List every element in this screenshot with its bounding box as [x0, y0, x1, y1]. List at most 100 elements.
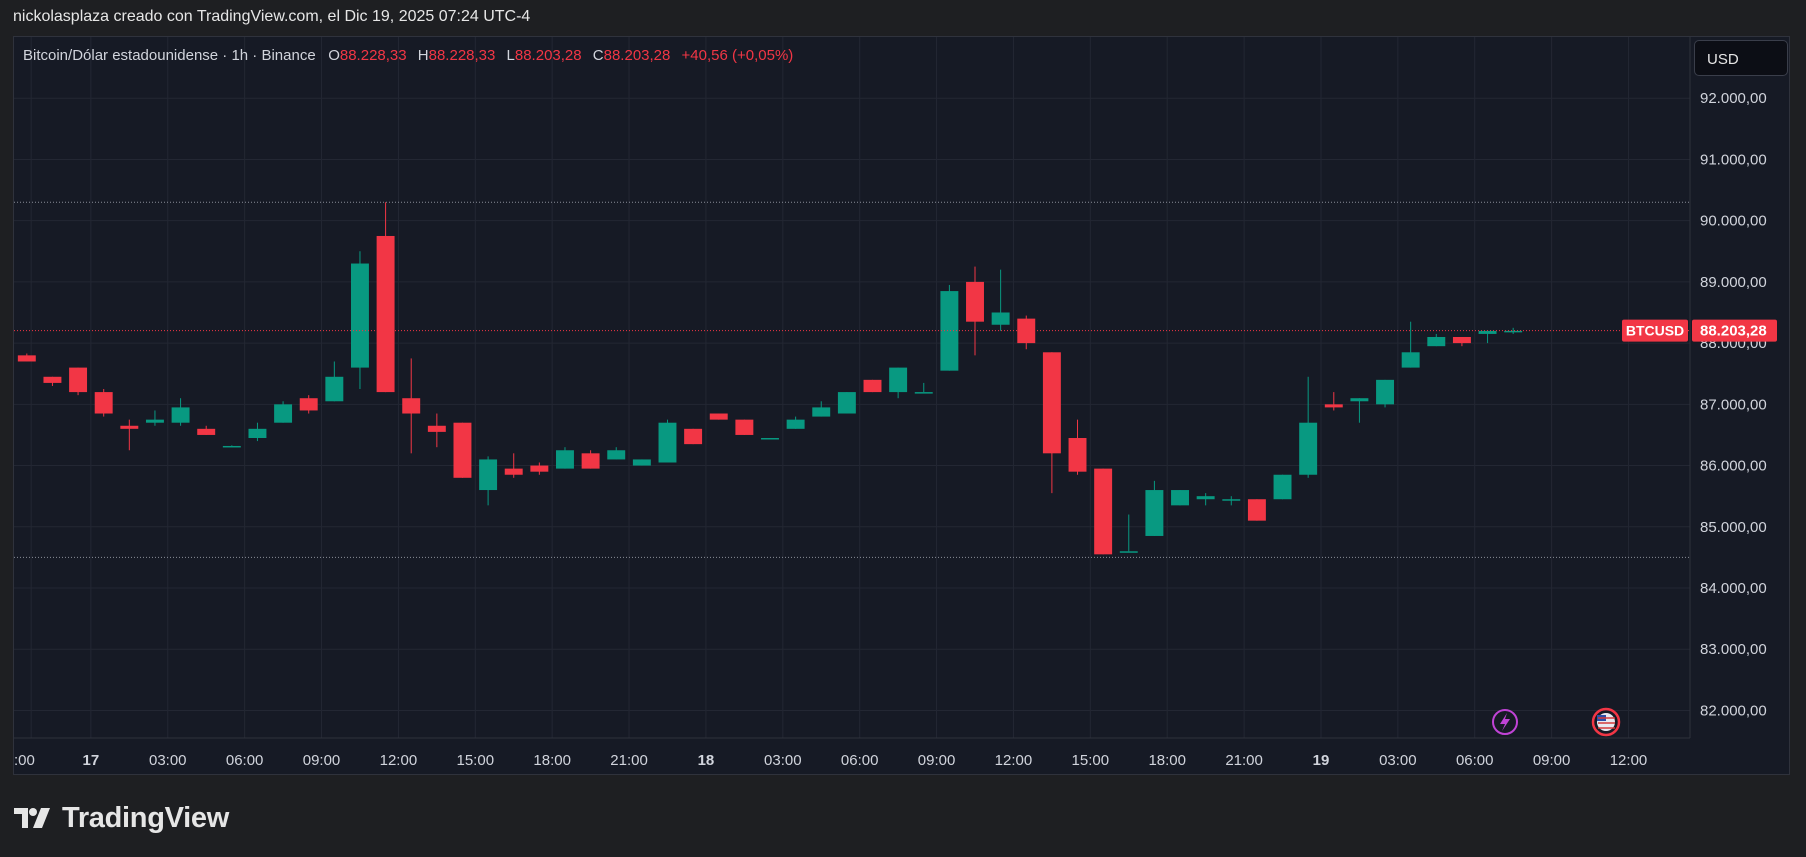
candle-body[interactable]: [556, 450, 574, 469]
candle-body[interactable]: [581, 453, 600, 469]
us-flag-event-icon[interactable]: [1591, 707, 1621, 737]
open-label: O: [328, 47, 340, 64]
candle-body[interactable]: [248, 428, 267, 439]
x-tick-label: 03:00: [149, 752, 187, 769]
x-tick-label: 19: [1313, 752, 1330, 769]
candle-body[interactable]: [197, 428, 216, 435]
candle-body[interactable]: [402, 398, 421, 414]
candle-body[interactable]: [69, 367, 88, 393]
x-tick-label: 09:00: [918, 752, 956, 769]
y-tick-label: 90.000,00: [1700, 213, 1767, 230]
symbol-description[interactable]: Bitcoin/Dólar estadounidense · 1h · Bina…: [23, 47, 316, 64]
tradingview-logo[interactable]: TradingView: [14, 800, 229, 836]
candle-body[interactable]: [1376, 379, 1395, 405]
candle-body[interactable]: [427, 425, 446, 432]
x-tick-label: 09:00: [1533, 752, 1571, 769]
candle-body[interactable]: [914, 392, 933, 394]
y-tick-label: 92.000,00: [1700, 90, 1767, 107]
candle-body[interactable]: [1324, 404, 1343, 408]
low-label: L: [506, 47, 515, 64]
symbol-tag: [1622, 319, 1688, 342]
candle-body[interactable]: [837, 392, 856, 414]
candle-body[interactable]: [863, 379, 882, 393]
candle-body[interactable]: [171, 407, 190, 423]
candle-body[interactable]: [684, 428, 703, 445]
x-tick-label: :00: [14, 752, 35, 769]
candle-body[interactable]: [1478, 330, 1497, 334]
candle-body[interactable]: [479, 459, 498, 491]
candle-body[interactable]: [1171, 490, 1189, 506]
candle-body[interactable]: [966, 281, 984, 322]
candle-body[interactable]: [632, 459, 651, 466]
x-tick-label: 15:00: [1072, 752, 1110, 769]
candle-body[interactable]: [530, 465, 549, 472]
close-value: 88.203,28: [603, 47, 671, 64]
x-tick-label: 18:00: [533, 752, 571, 769]
candle-body[interactable]: [1452, 336, 1471, 344]
candle-body[interactable]: [761, 438, 779, 440]
candle-body[interactable]: [1119, 551, 1138, 553]
candle-body[interactable]: [274, 404, 293, 423]
candle-body[interactable]: [350, 263, 369, 368]
ohlc-legend: Bitcoin/Dólar estadounidense · 1h · Bina…: [23, 47, 800, 64]
x-tick-label: 21:00: [610, 752, 648, 769]
y-tick-label: 84.000,00: [1700, 580, 1767, 597]
candle-body[interactable]: [325, 376, 344, 402]
y-tick-label: 87.000,00: [1700, 396, 1767, 413]
y-tick-label: 83.000,00: [1700, 641, 1767, 658]
candle-body[interactable]: [1401, 352, 1420, 368]
candle-body[interactable]: [786, 419, 805, 429]
candle-body[interactable]: [1017, 318, 1036, 344]
high-value: 88.228,33: [428, 47, 496, 64]
candle-body[interactable]: [1068, 438, 1087, 472]
candle-body[interactable]: [940, 291, 959, 371]
candle-body[interactable]: [1273, 474, 1292, 500]
candle-body[interactable]: [453, 422, 472, 478]
x-tick-label: 09:00: [303, 752, 341, 769]
y-tick-label: 82.000,00: [1700, 702, 1767, 719]
candle-body[interactable]: [299, 398, 318, 411]
y-tick-label: 91.000,00: [1700, 151, 1767, 168]
candle-body[interactable]: [17, 355, 36, 362]
candle-body[interactable]: [1247, 499, 1266, 521]
last-price-label: 88.203,28: [1700, 323, 1767, 340]
x-tick-label: 03:00: [1379, 752, 1417, 769]
candle-body[interactable]: [991, 312, 1010, 325]
candle-body[interactable]: [376, 235, 395, 393]
candle-body[interactable]: [709, 413, 728, 420]
candle-body[interactable]: [658, 422, 677, 463]
candle-body[interactable]: [43, 376, 62, 383]
candle-body[interactable]: [120, 425, 139, 429]
candle-body[interactable]: [735, 419, 754, 435]
candle-body[interactable]: [145, 419, 164, 423]
symbol-tag-label: BTCUSD: [1626, 323, 1684, 339]
candle-body[interactable]: [1427, 336, 1446, 347]
x-tick-label: 18:00: [1148, 752, 1186, 769]
chart-attribution: nickolasplaza creado con TradingView.com…: [13, 8, 531, 25]
candle-body[interactable]: [1222, 499, 1241, 501]
x-tick-label: 06:00: [1456, 752, 1494, 769]
lightning-event-icon[interactable]: [1492, 709, 1518, 735]
x-tick-label: 12:00: [995, 752, 1033, 769]
currency-button[interactable]: USD: [1694, 40, 1788, 76]
candle-body[interactable]: [94, 392, 113, 414]
low-value: 88.203,28: [514, 47, 582, 64]
candle-body[interactable]: [1196, 496, 1215, 500]
candle-body[interactable]: [812, 407, 831, 417]
candle-body[interactable]: [889, 367, 908, 393]
candle-body[interactable]: [504, 468, 523, 475]
x-tick-label: 03:00: [764, 752, 802, 769]
high-label: H: [417, 47, 429, 64]
tradingview-logo-icon: [14, 808, 50, 828]
candle-body[interactable]: [222, 445, 241, 448]
candle-body[interactable]: [1094, 468, 1113, 555]
candle-body[interactable]: [1299, 422, 1318, 475]
candle-body[interactable]: [1042, 352, 1061, 454]
candle-body[interactable]: [1350, 398, 1369, 402]
change-value: +40,56 (+0,05%): [681, 47, 794, 64]
last-price-tag: [1692, 319, 1777, 342]
candle-body[interactable]: [607, 450, 626, 460]
candle-body[interactable]: [1504, 330, 1523, 333]
candle-body[interactable]: [1145, 490, 1164, 536]
